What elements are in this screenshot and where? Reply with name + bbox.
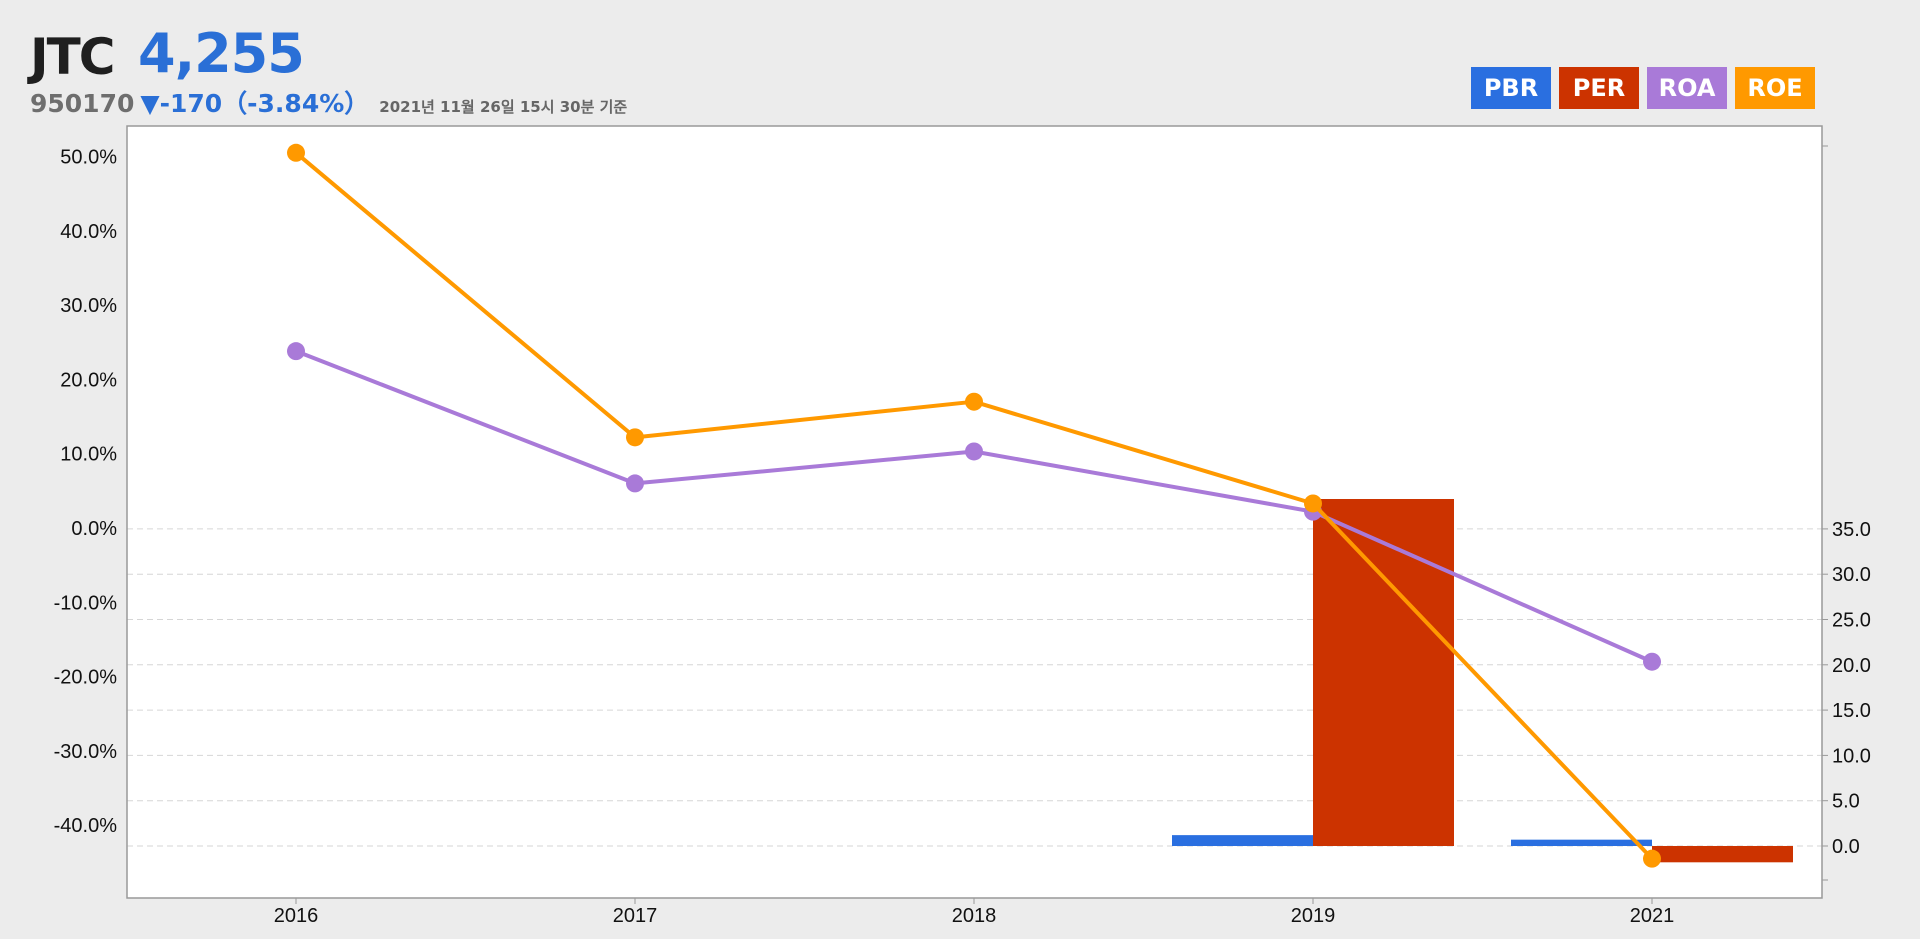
point-roa-2021 [1643, 652, 1661, 671]
point-roa-2016 [287, 342, 305, 361]
left-tick-label: -10.0% [54, 592, 118, 614]
legend-roa[interactable]: ROA [1647, 67, 1727, 109]
left-tick-label: 30.0% [60, 295, 117, 317]
right-tick-label: 30.0 [1832, 564, 1871, 586]
point-roe-2018 [965, 392, 983, 411]
bar-pbr-2019 [1172, 835, 1313, 846]
left-tick-label: 0.0% [71, 518, 117, 540]
right-tick-label: 20.0 [1832, 655, 1871, 677]
left-tick-label: 20.0% [60, 369, 117, 391]
point-roe-2017 [626, 428, 644, 447]
legend-pbr[interactable]: PBR [1471, 67, 1551, 109]
right-tick-label: 15.0 [1832, 700, 1871, 722]
as-of-timestamp: 2021년 11월 26일 15시 30분 기준 [379, 98, 628, 116]
right-tick-label: 5.0 [1832, 791, 1860, 813]
x-tick-label: 2021 [1630, 905, 1675, 927]
right-tick-label: 35.0 [1832, 519, 1871, 541]
left-tick-label: 40.0% [60, 221, 117, 243]
left-tick-label: 10.0% [60, 444, 117, 466]
stock-code: 950170 [30, 89, 135, 118]
legend-label: ROE [1747, 74, 1803, 102]
legend-roe[interactable]: ROE [1735, 67, 1815, 109]
point-roe-2021 [1643, 849, 1661, 868]
x-tick-label: 2017 [613, 905, 658, 927]
stock-price: 4,255 [138, 22, 305, 85]
bar-per-2021 [1652, 846, 1793, 863]
right-tick-label: 10.0 [1832, 745, 1871, 767]
x-tick-label: 2018 [952, 905, 997, 927]
legend-per[interactable]: PER [1559, 67, 1639, 109]
point-roe-2016 [287, 143, 305, 162]
left-tick-label: -20.0% [54, 667, 118, 689]
stock-name: JTC [30, 28, 115, 86]
price-change: ▼-170（-3.84%） [140, 89, 370, 118]
stock-subline: 950170 ▼-170（-3.84%） 2021년 11월 26일 15시 3… [30, 84, 627, 120]
right-tick-label: 0.0 [1832, 836, 1860, 858]
legend: PBR PER ROA ROE [1471, 67, 1815, 109]
legend-label: PER [1572, 74, 1626, 102]
left-tick-label: -40.0% [54, 815, 118, 837]
legend-label: ROA [1658, 74, 1716, 102]
point-roa-2018 [965, 442, 983, 461]
point-roa-2017 [626, 474, 644, 493]
x-tick-label: 2019 [1291, 905, 1336, 927]
bar-per-2019 [1313, 499, 1454, 846]
x-tick-label: 2016 [274, 905, 319, 927]
right-tick-label: 25.0 [1832, 610, 1871, 632]
point-roe-2019 [1304, 494, 1322, 513]
legend-label: PBR [1483, 74, 1539, 102]
left-tick-label: 50.0% [60, 147, 117, 169]
left-tick-label: -30.0% [54, 741, 118, 763]
plot-area [127, 126, 1822, 898]
bar-pbr-2021 [1511, 839, 1652, 846]
